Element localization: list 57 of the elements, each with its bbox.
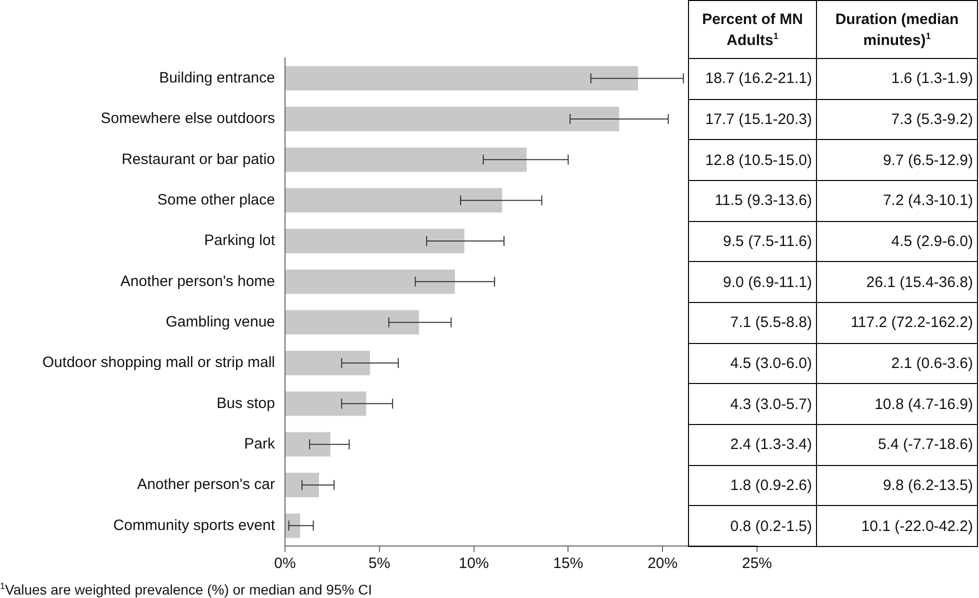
bar — [286, 391, 366, 416]
text: 10.1 (-22.0-42.2) — [816, 505, 978, 547]
y-tick-label: Park — [244, 435, 276, 452]
y-tick-label: Building entrance — [159, 69, 275, 86]
y-tick-label: Somewhere else outdoors — [100, 110, 275, 128]
bar — [286, 350, 370, 376]
x-tick-label: 20% — [648, 555, 678, 572]
y-tick-label: Another person's car — [137, 476, 276, 494]
data-label: 9.5 (7.5-11.6) — [688, 220, 817, 262]
y-tick-label: Gambling venue — [166, 313, 275, 330]
text: 10.8 (4.7-16.9) — [816, 383, 978, 425]
x-tick-label: 5% — [368, 555, 390, 572]
data-label: 12.8 (10.5-15.0) — [688, 139, 817, 181]
bar — [286, 228, 464, 254]
y-tick-label: Another person's home — [120, 272, 275, 290]
data-label: 1.8 (0.9-2.6) — [688, 464, 817, 506]
bar — [286, 432, 330, 457]
y-tick-label: Bus stop — [216, 394, 275, 412]
y-tick-label: Restaurant or bar patio — [122, 150, 275, 168]
data-label: 17.7 (15.1-20.3) — [688, 98, 817, 140]
text: 26.1 (15.4-36.8) — [816, 261, 978, 303]
data-label: 11.5 (9.3-13.6) — [688, 180, 817, 222]
data-label: 4.3 (3.0-5.7) — [688, 383, 817, 425]
x-tick-label: 0% — [274, 555, 296, 572]
y-tick-label: Outdoor shopping mall or strip mall — [42, 354, 275, 372]
data-label: 9.0 (6.9-11.1) — [688, 261, 817, 303]
bar — [286, 147, 527, 172]
text: 4.5 (2.9-6.0) — [816, 220, 978, 262]
text: 2.1 (0.6-3.6) — [816, 342, 978, 384]
text: 7.2 (4.3-10.1) — [816, 180, 978, 222]
y-tick-label: Some other place — [157, 191, 275, 208]
bar — [286, 513, 300, 538]
data-label: 4.5 (3.0-6.0) — [688, 342, 817, 384]
bar — [286, 106, 620, 132]
text: 9.8 (6.2-13.5) — [816, 464, 978, 506]
x-tick-label: 15% — [553, 555, 584, 572]
data-label: 0.8 (0.2-1.5) — [688, 505, 817, 547]
bar — [286, 310, 420, 335]
data-label: 7.1 (5.5-8.8) — [688, 302, 817, 344]
bar — [286, 66, 638, 91]
text: Percent of MN Adults$^{1}$ — [701, 10, 804, 48]
bar — [286, 472, 319, 498]
text: 9.7 (6.5-12.9) — [816, 139, 978, 181]
text: Duration (median minutes)$^{1}$ — [834, 10, 960, 48]
y-tick-label: Community sports event — [113, 516, 276, 534]
x-tick-label: 10% — [458, 555, 489, 572]
text: $^{1}$Values are weighted prevalence (%) or median and 95% CI — [0, 581, 372, 598]
x-tick-label: 25% — [742, 555, 772, 572]
bar — [286, 188, 502, 213]
text: 5.4 (-7.7-18.6) — [816, 424, 978, 466]
bar — [286, 269, 455, 294]
text: 117.2 (72.2-162.2) — [816, 302, 978, 344]
y-tick-label: Parking lot — [204, 232, 276, 250]
data-label: 18.7 (16.2-21.1) — [688, 58, 817, 100]
text: 1.6 (1.3-1.9) — [816, 58, 978, 100]
text: 7.3 (5.3-9.2) — [816, 98, 978, 140]
data-label: 2.4 (1.3-3.4) — [688, 424, 817, 466]
